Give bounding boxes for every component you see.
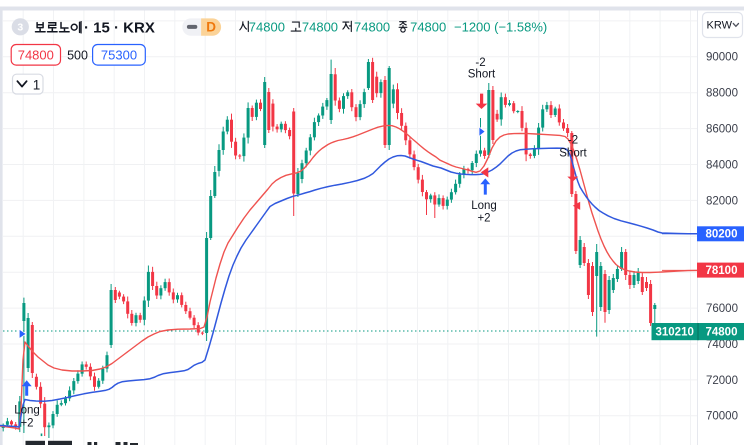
svg-text:74800: 74800 <box>354 19 390 34</box>
svg-text:+2: +2 <box>477 213 490 225</box>
svg-text:74800: 74800 <box>18 47 54 62</box>
svg-text:72000: 72000 <box>706 375 738 387</box>
svg-text:Long: Long <box>471 200 497 212</box>
svg-text:70000: 70000 <box>706 411 738 423</box>
svg-text:3: 3 <box>17 22 23 34</box>
svg-text:74800: 74800 <box>249 19 285 34</box>
svg-text:74800: 74800 <box>706 327 738 339</box>
svg-text:75300: 75300 <box>101 47 137 62</box>
svg-text:-2: -2 <box>475 57 485 69</box>
svg-text:88000: 88000 <box>706 88 738 100</box>
svg-text:90000: 90000 <box>706 52 738 64</box>
svg-text:−1200 (−1.58%): −1200 (−1.58%) <box>454 19 547 34</box>
svg-text:D: D <box>206 20 216 35</box>
svg-text:500: 500 <box>67 48 88 62</box>
svg-text:74800: 74800 <box>410 19 446 34</box>
svg-text:86000: 86000 <box>706 124 738 136</box>
svg-text:1: 1 <box>33 78 41 93</box>
svg-text:Short: Short <box>468 69 496 81</box>
svg-text:76000: 76000 <box>706 303 738 315</box>
svg-text:· 15 · KRX: · 15 · KRX <box>84 19 155 36</box>
svg-text:78100: 78100 <box>706 265 738 277</box>
svg-text:74000: 74000 <box>706 339 738 351</box>
svg-text:+2: +2 <box>20 417 33 429</box>
svg-text:310210: 310210 <box>656 327 694 339</box>
svg-text:80200: 80200 <box>706 229 738 241</box>
svg-text:KRW: KRW <box>707 20 733 32</box>
svg-text:82000: 82000 <box>706 195 738 207</box>
svg-text:-2: -2 <box>568 135 578 147</box>
svg-text:Short: Short <box>559 148 587 160</box>
svg-text:74800: 74800 <box>302 19 338 34</box>
svg-text:84000: 84000 <box>706 159 738 171</box>
svg-text:Long: Long <box>14 404 40 416</box>
